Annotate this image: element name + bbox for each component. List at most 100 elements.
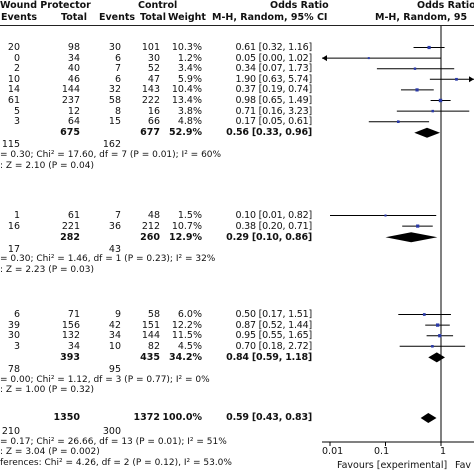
cell-events-ctrl: 10: [108, 340, 121, 352]
tick-label-0.1: 0.1: [374, 446, 390, 457]
subtotal-weight: 52.9%: [169, 127, 202, 139]
study-point-marker: [455, 77, 458, 81]
cell-or-ci: 0.71 [0.16, 3.23]: [235, 105, 312, 117]
cell-or-ci: 0.17 [0.05, 0.61]: [235, 116, 312, 128]
cell-events-ctrl: 8: [114, 105, 121, 117]
cell-total-ctrl: 52: [147, 63, 160, 75]
cell-events-exp: 1: [13, 210, 20, 221]
subtotal-total-ctrl: 260: [140, 231, 160, 243]
cell-events-ctrl: 6: [114, 73, 121, 85]
header-or-left: Odds Ratio: [270, 0, 329, 11]
cell-or-ci: 0.10 [0.01, 0.82]: [235, 210, 312, 221]
cell-total-exp: 40: [67, 63, 80, 75]
subgroup-difference-text: ferences: Chi² = 4.26, df = 2 (P = 0.12)…: [0, 457, 232, 468]
summary-diamond: [420, 413, 437, 423]
overall-events-ctrl: 300: [102, 426, 121, 437]
subtotal-or-ci: 0.29 [0.10, 0.86]: [226, 231, 312, 243]
tick-label-0.01: 0.01: [322, 446, 344, 457]
subtotal-total-ctrl: 435: [140, 351, 160, 363]
subtotal-total-ctrl: 677: [140, 127, 160, 139]
subtotal-weight: 34.2%: [169, 351, 202, 363]
cell-total-ctrl: 47: [147, 73, 160, 85]
subtotal-or-ci: 0.84 [0.59, 1.18]: [226, 351, 312, 363]
header-or-right: Odds Ratio: [417, 0, 474, 11]
cell-or-ci: 0.37 [0.19, 0.74]: [235, 84, 312, 96]
header-group1: Wound Protector: [0, 0, 91, 11]
overall-total-ctrl: 1372: [133, 412, 160, 423]
favours-experimental-label: Favours [experimental]: [337, 460, 448, 471]
cell-total-exp: 237: [61, 95, 80, 106]
cell-total-exp: 34: [67, 340, 80, 352]
cell-events-exp: 14: [7, 84, 20, 96]
cell-total-ctrl: 101: [141, 42, 160, 53]
cell-total-ctrl: 144: [141, 330, 160, 342]
cell-weight: 12.2%: [171, 319, 202, 331]
cell-or-ci: 0.05 [0.00, 1.02]: [235, 52, 312, 64]
overall-effect-text: : Z = 2.10 (P = 0.04): [0, 160, 94, 171]
cell-total-ctrl: 151: [141, 319, 160, 331]
cell-total-ctrl: 66: [147, 116, 160, 128]
total-events-ctrl: 43: [108, 243, 121, 255]
header-method-right: M-H, Random, 95: [375, 12, 468, 23]
cell-total-ctrl: 222: [141, 95, 160, 106]
cell-events-ctrl: 9: [114, 309, 121, 320]
header-events2: Events: [99, 12, 136, 23]
cell-total-exp: 64: [67, 116, 80, 128]
cell-total-ctrl: 82: [147, 340, 160, 352]
cell-weight: 5.9%: [177, 73, 202, 85]
study-point-marker: [367, 57, 370, 60]
total-events-exp: 78: [7, 364, 20, 375]
ci-clip-arrow-left: [322, 55, 327, 62]
cell-events-exp: 30: [7, 330, 20, 342]
subtotal-or-ci: 0.56 [0.33, 0.96]: [226, 127, 312, 139]
summary-diamond: [385, 232, 438, 243]
study-point-marker: [431, 345, 434, 348]
cell-events-exp: 3: [13, 116, 20, 128]
cell-weight: 13.4%: [171, 95, 202, 106]
overall-or-ci: 0.59 [0.43, 0.83]: [226, 412, 312, 423]
study-point-marker: [438, 98, 443, 103]
study-point-marker: [438, 334, 442, 338]
overall-weight: 100.0%: [162, 412, 202, 423]
cell-events-exp: 3: [13, 340, 20, 352]
study-point-marker: [415, 88, 419, 92]
study-point-marker: [422, 313, 426, 316]
cell-weight: 6.0%: [177, 309, 202, 320]
cell-weight: 4.8%: [177, 116, 202, 128]
cell-events-exp: 0: [13, 52, 20, 64]
study-point-marker: [396, 120, 400, 124]
cell-events-ctrl: 36: [108, 220, 121, 232]
study-point-marker: [413, 67, 417, 70]
cell-events-exp: 20: [7, 42, 20, 53]
cell-or-ci: 0.38 [0.20, 0.71]: [235, 220, 312, 232]
cell-total-ctrl: 58: [147, 309, 160, 320]
overall-total-exp: 1350: [53, 412, 80, 423]
overall-effect-text: : Z = 2.23 (P = 0.03): [0, 265, 94, 275]
cell-total-exp: 144: [61, 84, 80, 96]
study-point-marker: [435, 323, 440, 327]
cell-events-exp: 10: [7, 73, 20, 85]
cell-or-ci: 0.34 [0.07, 1.73]: [235, 63, 312, 75]
subtotal-total-exp: 393: [60, 351, 80, 363]
cell-weight: 11.5%: [171, 330, 202, 342]
cell-total-ctrl: 48: [147, 210, 160, 221]
cell-events-ctrl: 42: [108, 319, 121, 331]
cell-total-exp: 132: [61, 330, 80, 342]
summary-diamond: [428, 352, 445, 363]
header-group2: Control: [138, 0, 178, 11]
cell-or-ci: 0.95 [0.55, 1.65]: [235, 330, 312, 342]
cell-or-ci: 0.70 [0.18, 2.72]: [235, 340, 312, 352]
cell-weight: 3.8%: [177, 105, 202, 117]
total-events-ctrl: 162: [102, 139, 121, 151]
subtotal-total-exp: 282: [60, 231, 80, 243]
cell-weight: 10.4%: [171, 84, 202, 96]
cell-weight: 3.4%: [177, 63, 202, 75]
cell-weight: 10.7%: [171, 220, 202, 232]
summary-diamond: [414, 127, 441, 138]
cell-events-ctrl: 15: [108, 116, 121, 128]
subtotal-weight: 12.9%: [169, 231, 202, 243]
cell-events-exp: 61: [7, 95, 20, 106]
cell-total-ctrl: 16: [147, 105, 160, 117]
cell-total-exp: 46: [67, 73, 80, 85]
